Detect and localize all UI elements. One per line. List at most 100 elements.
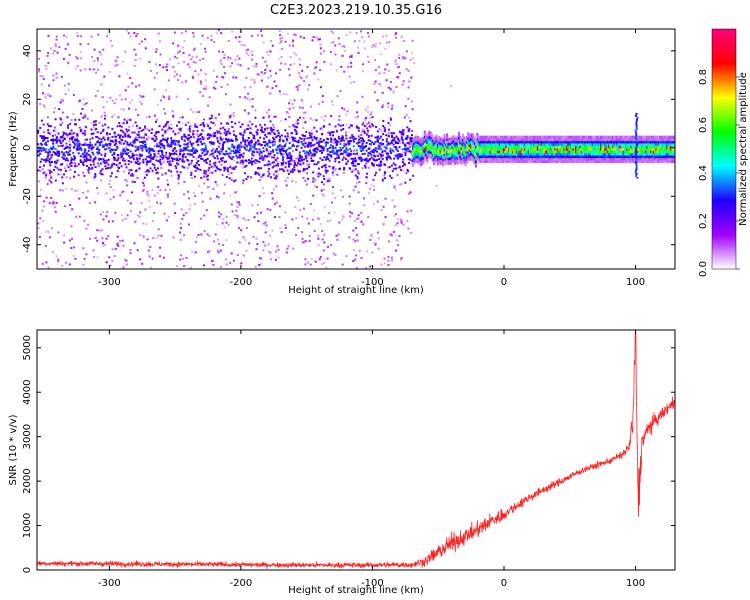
spectrogram-cell xyxy=(126,130,129,133)
spectrogram-cell xyxy=(130,169,133,172)
spectrogram-cell xyxy=(370,183,373,186)
spectrogram-cell xyxy=(223,169,226,172)
spectrogram-cell xyxy=(447,147,450,151)
spectrogram-cell xyxy=(513,152,516,156)
spectrogram-cell xyxy=(39,126,42,129)
spectrogram-cell xyxy=(232,156,235,158)
spectrogram-cell xyxy=(506,157,509,161)
spectrogram-cell xyxy=(134,121,137,124)
spectrogram-cell xyxy=(534,142,537,146)
spectrogram-cell xyxy=(363,125,366,127)
spectrogram-cell xyxy=(384,146,387,149)
spectrogram-cell xyxy=(156,201,158,204)
spectrogram-cell xyxy=(402,169,405,172)
spectrogram-cell xyxy=(188,197,191,200)
spectrogram-cell xyxy=(250,132,252,135)
spectrogram-cell xyxy=(95,123,97,126)
spectrogram-cell xyxy=(159,158,162,161)
spectrogram-cell xyxy=(383,130,386,133)
spectrogram-cell xyxy=(139,144,142,147)
spectrogram-cell xyxy=(547,155,550,159)
spectrogram-cell xyxy=(505,135,508,139)
spectrogram-cell xyxy=(555,142,558,146)
spectrogram-cell xyxy=(475,152,477,156)
spectrogram-cell xyxy=(247,175,249,178)
spectrogram-cell xyxy=(146,238,149,241)
spectrogram-cell xyxy=(496,147,499,151)
spectrogram-cell xyxy=(114,135,117,138)
spectrogram-cell xyxy=(328,123,331,126)
spectrogram-cell xyxy=(366,172,369,175)
spectrogram-cell xyxy=(81,129,84,132)
spectrogram-cell xyxy=(50,181,53,184)
spectrogram-cell xyxy=(203,118,205,121)
spectrogram-cell xyxy=(90,128,93,131)
spectrogram-cell xyxy=(321,159,324,161)
spectrogram-cell xyxy=(323,194,325,197)
spectrogram-cell xyxy=(530,140,533,144)
spectrogram-cell xyxy=(402,131,405,134)
spectrogram-cell xyxy=(535,145,538,149)
spectrogram-cell xyxy=(159,155,162,158)
spectrogram-cell xyxy=(427,133,430,137)
spectrogram-cell xyxy=(413,151,416,155)
spectrogram-cell xyxy=(498,159,501,163)
spectrogram-cell xyxy=(72,141,75,143)
spectrogram-cell xyxy=(560,135,563,139)
spectrogram-cell xyxy=(301,159,304,162)
spectrogram-cell xyxy=(494,142,497,146)
spectrogram-cell xyxy=(456,154,459,158)
spectrogram-cell xyxy=(497,145,500,149)
spectrogram-cell xyxy=(117,244,120,247)
spectrogram-cell xyxy=(554,155,556,159)
spectrogram-cell xyxy=(377,144,380,147)
spectrogram-cell xyxy=(556,150,559,154)
spectrogram-cell xyxy=(356,175,359,178)
spectrogram-cell xyxy=(282,148,284,151)
spectrogram-cell xyxy=(482,150,485,154)
spectrogram-cell xyxy=(190,173,193,176)
spectrogram-cell xyxy=(501,157,504,161)
spectrogram-cell xyxy=(109,186,112,188)
spectrogram-cell xyxy=(282,161,285,164)
spectrogram-cell xyxy=(179,150,182,153)
spectrogram-cell xyxy=(465,160,468,164)
spectrogram-cell xyxy=(435,137,438,141)
spectrogram-cell xyxy=(317,161,320,164)
spectrogram-cell xyxy=(421,140,424,144)
spectrogram-cell xyxy=(248,242,251,245)
spectrogram-cell xyxy=(551,152,554,156)
spectrogram-cell xyxy=(251,105,254,108)
spectrogram-cell xyxy=(426,138,429,142)
spectrogram-cell xyxy=(226,140,229,143)
spectrogram-cell xyxy=(280,62,283,65)
spectrogram-cell xyxy=(113,255,116,257)
spectrogram-cell xyxy=(299,159,302,162)
spectrogram-cell xyxy=(71,138,74,141)
spectrogram-cell xyxy=(236,201,239,204)
spectrogram-cell xyxy=(406,210,409,213)
spectrogram-cell xyxy=(133,154,136,157)
spectrogram-cell xyxy=(63,137,66,140)
spectrogram-cell xyxy=(49,169,52,172)
spectrogram-cell xyxy=(120,142,123,145)
spectrogram-cell xyxy=(99,158,102,160)
spectrogram-cell xyxy=(564,140,567,144)
spectrogram-cell xyxy=(219,249,222,252)
spectrogram-cell xyxy=(564,155,567,159)
spectrogram-cell xyxy=(100,141,103,144)
spectrogram-cell xyxy=(77,163,80,166)
spectrogram-cell xyxy=(310,142,312,144)
spectrogram-cell xyxy=(448,159,451,163)
spectrogram-cell xyxy=(519,157,522,161)
spectrogram-cell xyxy=(447,142,450,146)
spectrogram-cell xyxy=(393,146,396,149)
spectrogram-cell xyxy=(120,151,123,154)
spectrogram-cell xyxy=(443,138,446,142)
spectrogram-cell xyxy=(101,244,104,247)
spectrogram-cell xyxy=(280,55,283,58)
spectrogram-cell xyxy=(345,113,348,116)
spectrogram-cell xyxy=(87,153,90,156)
spectrogram-cell xyxy=(405,68,408,71)
spectrogram-cell xyxy=(529,138,531,142)
